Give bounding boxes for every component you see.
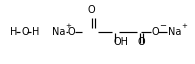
Text: −: − [159,22,166,31]
Text: Na: Na [52,27,65,37]
Text: O: O [68,27,76,37]
Text: O: O [88,5,96,15]
Text: +: + [65,23,71,29]
Text: O: O [151,27,159,37]
Text: O: O [138,37,146,47]
Text: H: H [32,27,39,37]
Text: H: H [10,27,17,37]
Text: +: + [181,23,187,29]
Text: OH: OH [113,37,128,47]
Text: Na: Na [168,27,181,37]
Text: O: O [21,27,29,37]
